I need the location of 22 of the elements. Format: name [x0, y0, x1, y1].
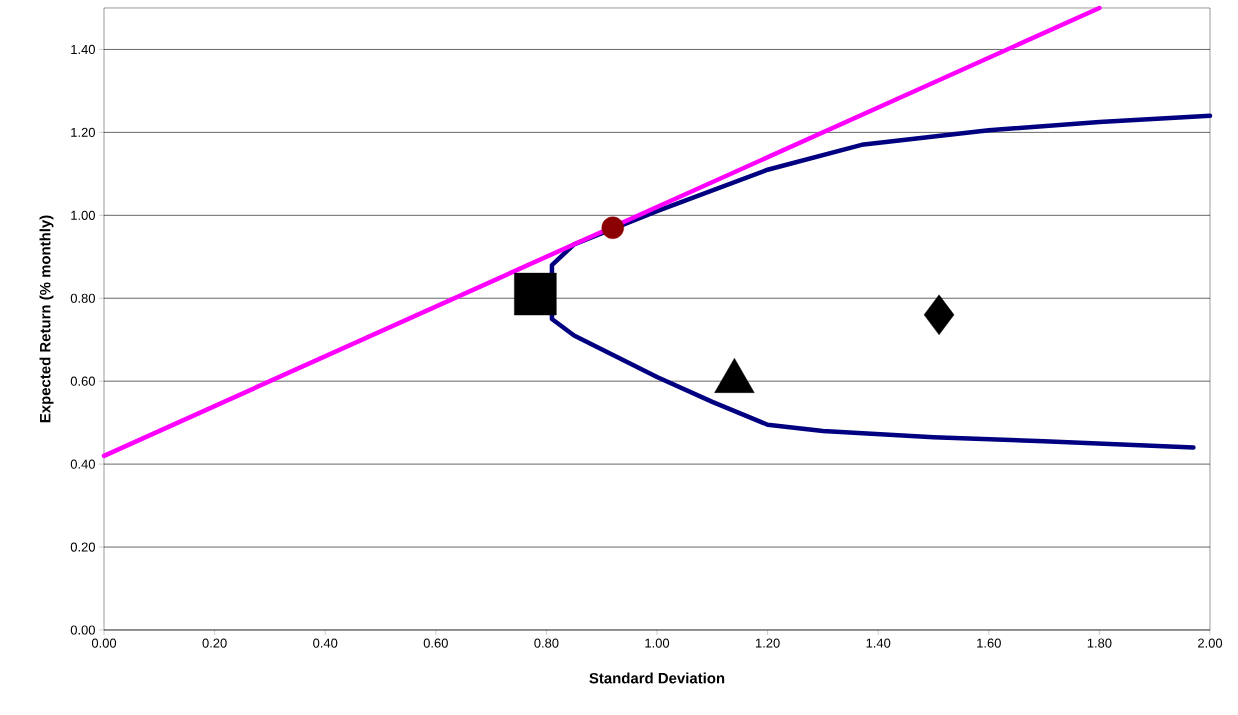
y-tick-label: 1.40 [71, 44, 95, 55]
y-tick-label: 0.40 [70, 459, 95, 469]
x-tick-label: 1.60 [977, 638, 1001, 648]
x-tick-label: 1.80 [1087, 638, 1112, 648]
x-tick-label: 0.60 [423, 638, 448, 648]
x-tick-label: 0.80 [534, 638, 559, 648]
y-tick-label: 0.20 [70, 542, 95, 552]
x-tick-label: 0.20 [202, 638, 227, 648]
x-tick-label: 1.00 [645, 638, 670, 648]
x-tick-label: 2.00 [1198, 638, 1223, 648]
y-tick-label: 1.00 [71, 210, 95, 220]
x-axis-title: Standard Deviation [589, 672, 725, 684]
x-tick-label: 1.40 [866, 638, 891, 648]
x-tick-label: 1.20 [755, 638, 780, 648]
y-tick-label: 0.00 [70, 625, 95, 635]
y-tick-label: 0.60 [70, 376, 95, 386]
x-tick-label: 0.00 [91, 638, 117, 648]
x-tick-label: 0.40 [313, 638, 338, 648]
line-series [549, 113, 1213, 450]
y-tick-label: 1.20 [71, 127, 95, 137]
y-tick-label: 0.80 [70, 293, 95, 303]
y-axis-title: Expected Return (% monthly) [39, 215, 54, 423]
